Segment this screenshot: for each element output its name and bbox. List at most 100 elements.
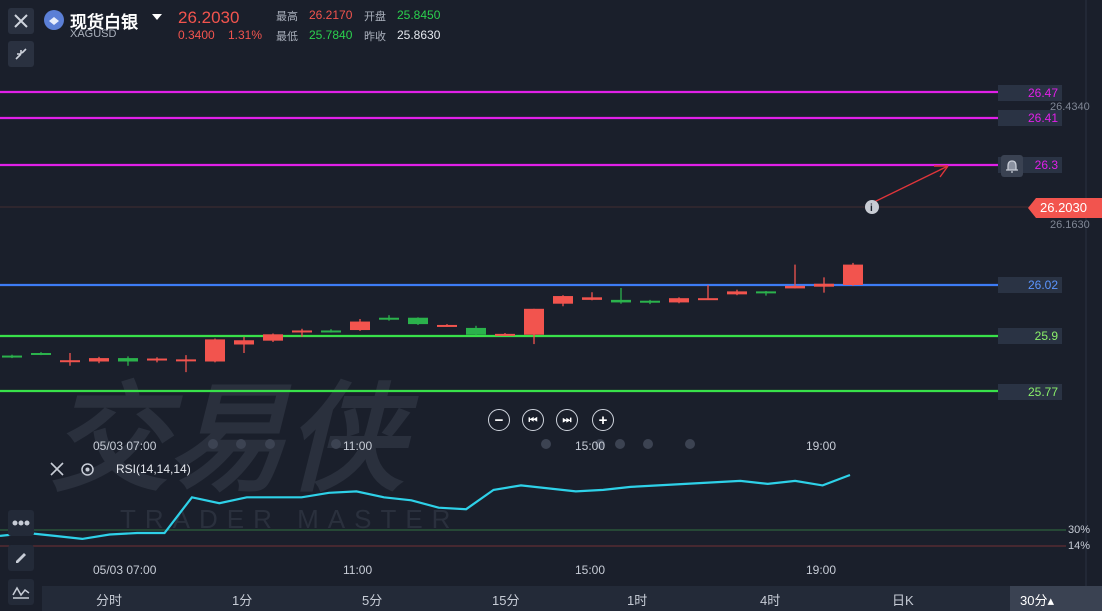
candle-body: [2, 355, 22, 358]
indicator-list-button[interactable]: [8, 579, 34, 605]
level-tag-25-77: 25.77: [998, 384, 1062, 400]
candle-body: [582, 297, 602, 300]
collapse-button[interactable]: [8, 41, 34, 67]
low-value: 25.7840: [309, 28, 353, 42]
tab-timeframe-1h[interactable]: 1时: [627, 593, 648, 608]
candle-body: [843, 264, 863, 285]
symbol-code: XAGUSD: [70, 28, 117, 40]
time-label-3: 19:00: [806, 439, 837, 453]
candle-body: [292, 330, 312, 333]
trend-arrow: [867, 165, 949, 206]
time-label-2: 15:00: [575, 439, 606, 453]
chevron-down-icon[interactable]: [152, 14, 162, 22]
candle-body: [408, 317, 428, 325]
bell-icon: [1006, 160, 1018, 173]
candle-body: [466, 327, 486, 335]
tab-timeframe-30m[interactable]: 30分▴: [1020, 593, 1054, 608]
watermark-cn: 交易侠: [50, 374, 419, 506]
high-label: 最高: [276, 11, 298, 23]
prev-close-label: 昨收: [364, 31, 386, 43]
close-chart-button[interactable]: [8, 8, 34, 34]
candle-body: [611, 299, 631, 303]
open-label: 开盘: [364, 11, 386, 23]
candle-body: [31, 353, 51, 355]
rsi-line: [0, 473, 851, 541]
prev-close-value: 25.8630: [397, 28, 441, 42]
level-tag-25-9: 25.9: [998, 328, 1062, 344]
last-price: 26.2030: [178, 8, 240, 27]
tab-timeframe-day[interactable]: 日K: [892, 593, 914, 608]
rsi-label: RSI(14,14,14): [116, 462, 191, 476]
close-icon: [14, 14, 28, 28]
current-price-tag: [1028, 198, 1102, 218]
rsi-level-30: 30%: [1068, 524, 1091, 536]
high-value: 26.2170: [309, 8, 353, 22]
current-price-text: 26.2030: [1040, 200, 1087, 215]
svg-text:i: i: [870, 203, 873, 214]
scroll-left-button[interactable]: ⏮: [522, 409, 544, 431]
symbol-logo: [44, 10, 64, 30]
arrow-head: [934, 165, 949, 178]
candle-body: [350, 321, 370, 331]
rsi-level-14: 14%: [1068, 540, 1091, 552]
level-tag-26-02: 26.02: [998, 277, 1062, 293]
time-label-bottom-0: 05/03 07:00: [93, 563, 157, 577]
candle-body: [379, 317, 399, 320]
price-change: 0.3400: [178, 28, 215, 42]
draw-tool-button[interactable]: [8, 545, 34, 571]
candle-body: [118, 358, 138, 362]
symbol-name[interactable]: 现货白银: [70, 13, 138, 32]
timeframe-bar: 分时 1分 5分 15分 1时 4时 日K 30分▴: [42, 586, 1102, 611]
tab-timeframe-5m[interactable]: 5分: [362, 593, 383, 608]
candle-body: [205, 339, 225, 362]
level-tag-26-41: 26.41: [998, 110, 1062, 126]
candle-body: [60, 360, 80, 363]
dots-icon: [12, 520, 30, 526]
silver-icon: [49, 17, 59, 25]
low-label: 最低: [276, 31, 298, 43]
time-label-1: 11:00: [343, 439, 373, 453]
candle-body: [321, 330, 341, 333]
candle-body: [147, 358, 167, 361]
indicator-toggle-button[interactable]: [8, 510, 34, 536]
level-tag-26-47: 26.47: [998, 85, 1062, 101]
time-label-bottom-2: 15:00: [575, 563, 606, 577]
price-change-pct: 1.31%: [228, 28, 263, 42]
candle-body: [89, 358, 109, 362]
candle-body: [437, 324, 457, 327]
zoom-out-button[interactable]: −: [488, 409, 510, 431]
candle-body: [553, 296, 573, 304]
tab-timeframe-1m[interactable]: 1分: [232, 593, 253, 608]
pencil-icon: [16, 553, 26, 563]
candle-body: [698, 298, 718, 301]
zoom-in-button[interactable]: +: [592, 409, 614, 431]
alert-button[interactable]: [1001, 155, 1023, 177]
axis-low-ref: 26.1630: [1050, 219, 1090, 231]
candle-body: [814, 283, 834, 287]
tab-timeframe-4h[interactable]: 4时: [760, 593, 781, 608]
time-label-bottom-3: 19:00: [806, 563, 837, 577]
indicator-settings-icon[interactable]: [80, 462, 95, 477]
candle-body: [640, 300, 660, 303]
wave-icon: [12, 586, 30, 599]
candle-body: [263, 334, 283, 341]
tab-timeframe-fenshi[interactable]: 分时: [96, 593, 123, 608]
tab-timeframe-15m[interactable]: 15分: [492, 593, 520, 608]
candle-body: [756, 291, 776, 294]
candle-body: [176, 359, 196, 362]
scroll-right-button[interactable]: ⏭: [556, 409, 578, 431]
collapse-icon: [15, 48, 27, 60]
price-chart[interactable]: 交易侠 TRADER MASTER i: [0, 0, 1102, 586]
candle-body: [727, 291, 747, 295]
candle-body: [234, 340, 254, 345]
close-indicator-icon[interactable]: [50, 462, 64, 476]
time-label-0: 05/03 07:00: [93, 439, 157, 453]
candle-body: [495, 333, 515, 336]
timeframe-selected-bg: [1010, 586, 1102, 611]
info-icon[interactable]: [865, 200, 879, 214]
candle-body: [524, 308, 544, 335]
watermark-en: TRADER MASTER: [120, 504, 459, 534]
open-value: 25.8450: [397, 8, 441, 22]
candle-body: [669, 298, 689, 303]
time-label-bottom-1: 11:00: [343, 563, 373, 577]
